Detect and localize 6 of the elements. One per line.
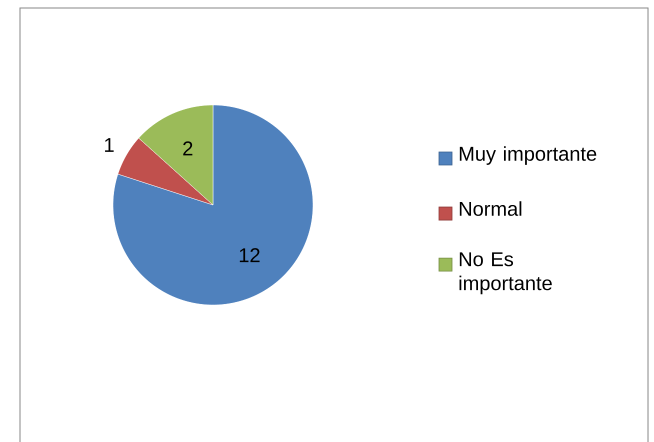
data-label: 12 bbox=[240, 248, 260, 262]
data-label: 2 bbox=[183, 141, 192, 156]
legend-label: Normal bbox=[460, 201, 522, 216]
legend-label: No Es importante bbox=[460, 252, 552, 294]
data-label: 1 bbox=[105, 138, 114, 152]
legend-label: Muy importante bbox=[460, 146, 596, 165]
